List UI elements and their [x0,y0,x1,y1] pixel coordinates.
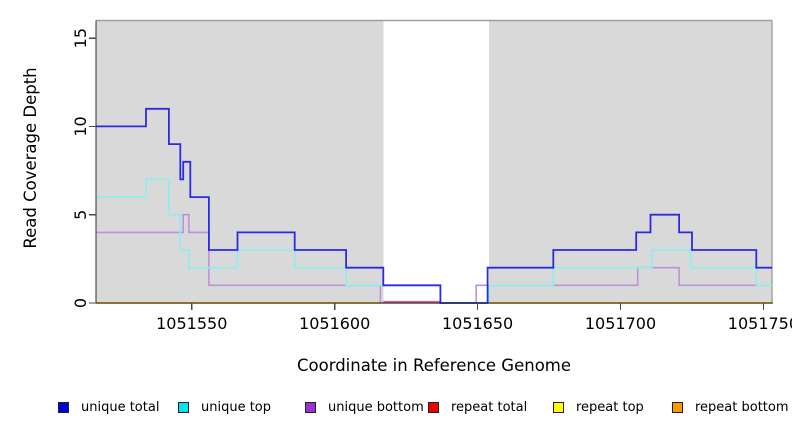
y-tick-label: 15 [71,28,90,48]
legend-item-unique-total: unique total [58,398,159,416]
masked-region [383,20,490,303]
legend-swatch-unique-top [178,401,189,413]
y-tick-label: 0 [71,298,90,308]
x-tick-label: 1051650 [442,314,513,333]
legend-label: repeat total [451,399,528,415]
series-line-unique-top [96,178,772,304]
plot-layers: 1051550 1051600 1051650 1051700 1051750 0 5 10 1… [71,19,792,333]
y-tick-label: 5 [71,210,90,220]
legend-item-repeat-total: repeat total [428,398,527,416]
legend-label: repeat bottom [695,399,789,415]
y-axis-title: Read Coverage Depth [21,67,40,248]
y-tick-label: 10 [71,116,90,136]
legend-item-unique-bottom: unique bottom [305,398,424,416]
legend-item-repeat-bottom: repeat bottom [672,398,789,416]
legend-label: unique total [81,399,160,415]
legend-item-repeat-top: repeat top [553,398,644,416]
x-tick-label: 1051700 [585,314,656,333]
legend-label: unique top [201,399,272,415]
x-tick-label: 1051750 [728,314,792,333]
legend: unique total unique top unique bottom repea… [0,398,792,422]
legend-label: repeat top [576,399,644,415]
x-tick-label: 1051600 [299,314,370,333]
legend-swatch-repeat-bottom [672,401,683,413]
legend-label: unique bottom [328,399,424,415]
legend-swatch-unique-total [58,401,69,413]
legend-swatch-repeat-top [553,401,564,413]
legend-swatch-unique-bottom [305,401,316,413]
legend-swatch-repeat-total [428,401,439,413]
series-line-unique-total [96,107,772,304]
x-axis-title: Coordinate in Reference Genome [297,356,571,375]
series-line-unique-bottom [96,213,772,304]
x-tick-label: 1051550 [156,314,227,333]
legend-item-unique-top: unique top [178,398,271,416]
